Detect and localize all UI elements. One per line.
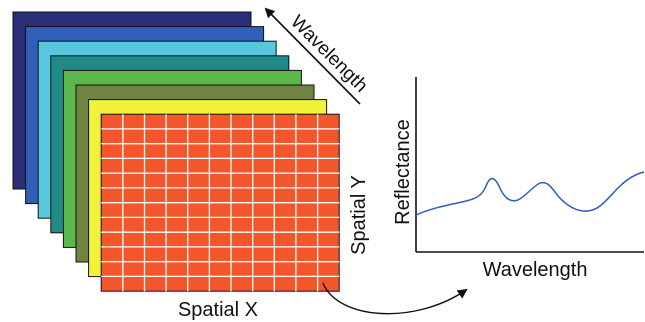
spectrum-plot: Reflectance Wavelength	[392, 77, 645, 281]
reflectance-curve	[415, 171, 645, 216]
spectrum-wavelength-label: Wavelength	[483, 259, 588, 281]
reflectance-axis-label: Reflectance	[392, 119, 414, 225]
wavelength-direction-arrow	[264, 7, 361, 105]
spatial-y-label: Spatial Y	[348, 175, 370, 255]
front-layer-pixel-grid	[101, 114, 340, 292]
pixel-to-spectrum-arrow	[322, 282, 468, 315]
spatial-x-label: Spatial X	[178, 299, 258, 321]
hyperspectral-cube	[12, 11, 340, 292]
